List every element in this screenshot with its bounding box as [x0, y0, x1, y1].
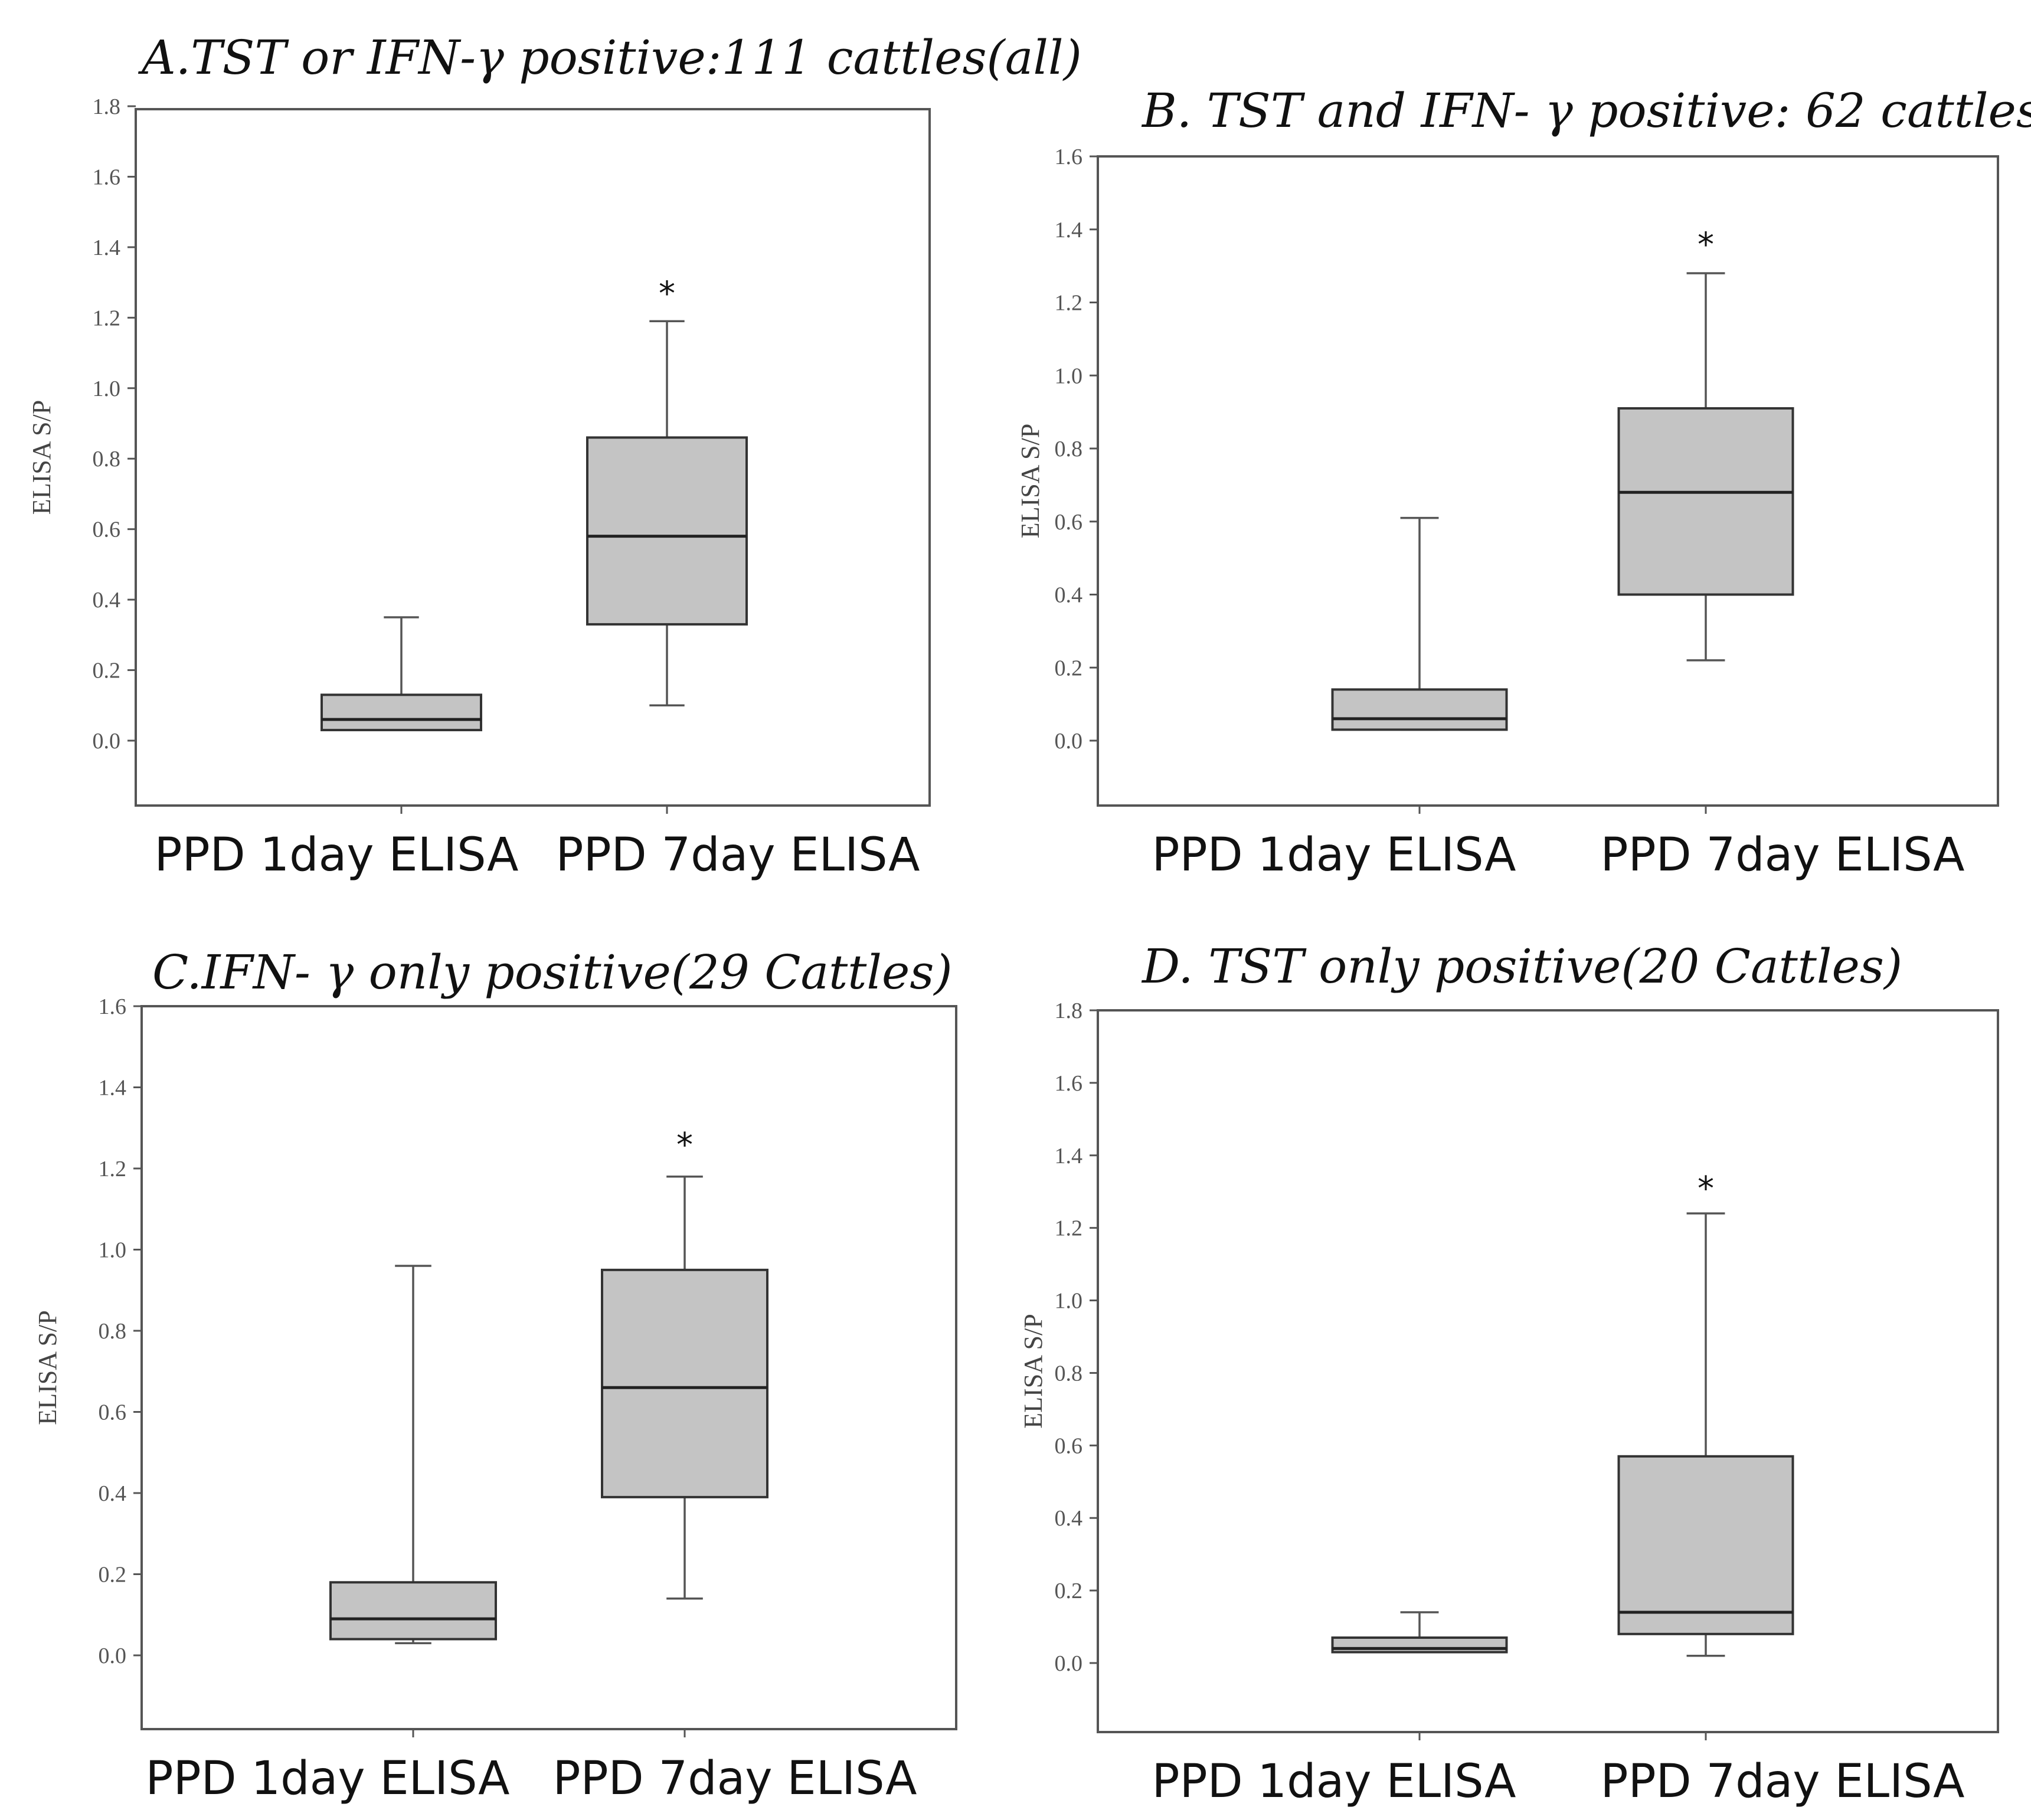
y-tick-label: 0.4: [93, 588, 121, 613]
y-tick-label: 0.6: [1055, 510, 1083, 535]
x-category-label: PPD 1day ELISA: [1152, 829, 1516, 882]
chart-title: C.IFN- γ only positive(29 Cattles): [152, 945, 953, 1000]
significance-star: *: [1698, 226, 1714, 264]
y-tick-label: 1.8: [1055, 999, 1083, 1023]
y-tick-label: 1.8: [93, 94, 121, 119]
y-tick-label: 0.8: [93, 447, 121, 472]
y-tick-label: 1.6: [93, 165, 121, 189]
box-iqr: [1617, 407, 1794, 596]
panel-a: A.TST or IFN-γ positive:111 cattles(all)…: [27, 30, 1082, 882]
y-tick-label: 0.2: [1055, 1579, 1083, 1603]
y-tick-label: 1.0: [1055, 1289, 1083, 1314]
y-tick-label: 1.6: [99, 994, 127, 1019]
y-tick-label: 0.0: [93, 729, 121, 754]
y-tick-label: 1.2: [93, 306, 121, 330]
y-tick-label: 0.0: [1055, 1651, 1083, 1676]
y-tick-label: 0.4: [1055, 583, 1083, 608]
x-category-label: PPD 7day ELISA: [553, 1752, 917, 1805]
y-tick-label: 1.4: [1055, 1144, 1083, 1168]
y-axis-label: ELISA S/P: [1019, 1314, 1048, 1428]
box-iqr: [1331, 688, 1508, 731]
significance-star: *: [1698, 1170, 1714, 1208]
y-tick-label: 1.0: [99, 1238, 127, 1263]
y-tick-label: 0.2: [93, 659, 121, 683]
y-tick-label: 0.0: [1055, 729, 1083, 754]
x-category-label: PPD 7day ELISA: [1601, 829, 1965, 882]
y-tick-label: 1.6: [1055, 145, 1083, 169]
y-tick-label: 0.6: [99, 1400, 127, 1425]
y-axis-label: ELISA S/P: [27, 400, 56, 515]
x-category-label: PPD 1day ELISA: [155, 829, 519, 882]
y-tick-label: 1.0: [93, 377, 121, 401]
y-tick-label: 1.2: [99, 1157, 127, 1181]
panel-d: D. TST only positive(20 Cattles) 0.0 0.2 0.…: [1019, 939, 1999, 1808]
x-category-label: PPD 7day ELISA: [1601, 1755, 1965, 1808]
y-axis-label: ELISA S/P: [1016, 424, 1045, 538]
significance-star: *: [676, 1126, 693, 1164]
plot-frame: [135, 108, 931, 807]
y-tick-label: 0.6: [93, 518, 121, 542]
y-tick-label: 1.4: [99, 1076, 127, 1101]
y-tick-label: 1.4: [93, 235, 121, 260]
y-tick-label: 1.2: [1055, 1216, 1083, 1241]
box-iqr: [586, 436, 748, 626]
chart-title: B. TST and IFN- γ positive: 62 cattles: [1141, 83, 2031, 138]
y-tick-label: 1.6: [1055, 1071, 1083, 1096]
box-iqr: [601, 1268, 768, 1498]
y-tick-label: 0.0: [99, 1644, 127, 1668]
y-tick-label: 0.8: [99, 1319, 127, 1344]
box-iqr: [320, 693, 482, 732]
significance-star: *: [659, 275, 675, 313]
x-category-label: PPD 7day ELISA: [556, 829, 920, 882]
y-tick-label: 0.4: [1055, 1506, 1083, 1531]
box-iqr: [329, 1581, 497, 1641]
y-tick-label: 0.8: [1055, 437, 1083, 461]
chart-title: D. TST only positive(20 Cattles): [1141, 939, 1902, 994]
y-tick-label: 1.4: [1055, 218, 1083, 243]
y-tick-label: 1.2: [1055, 291, 1083, 316]
panel-c: C.IFN- γ only positive(29 Cattles) 0.0 0.2…: [33, 945, 957, 1805]
y-tick-label: 0.4: [99, 1481, 127, 1506]
y-tick-label: 1.0: [1055, 364, 1083, 388]
box-iqr: [1617, 1455, 1794, 1635]
plot-frame: [1097, 1009, 1999, 1733]
plot-frame: [140, 1005, 957, 1730]
chart-title: A.TST or IFN-γ positive:111 cattles(all): [138, 30, 1082, 85]
panel-b: B. TST and IFN- γ positive: 62 cattles 0.…: [1016, 83, 2031, 882]
y-axis-label: ELISA S/P: [33, 1310, 62, 1425]
x-category-label: PPD 1day ELISA: [1152, 1755, 1516, 1808]
y-tick-label: 0.6: [1055, 1433, 1083, 1458]
y-tick-label: 0.2: [99, 1563, 127, 1587]
plot-frame: [1097, 155, 1999, 807]
x-category-label: PPD 1day ELISA: [146, 1752, 510, 1805]
y-tick-label: 0.8: [1055, 1361, 1083, 1386]
y-tick-label: 0.2: [1055, 656, 1083, 680]
